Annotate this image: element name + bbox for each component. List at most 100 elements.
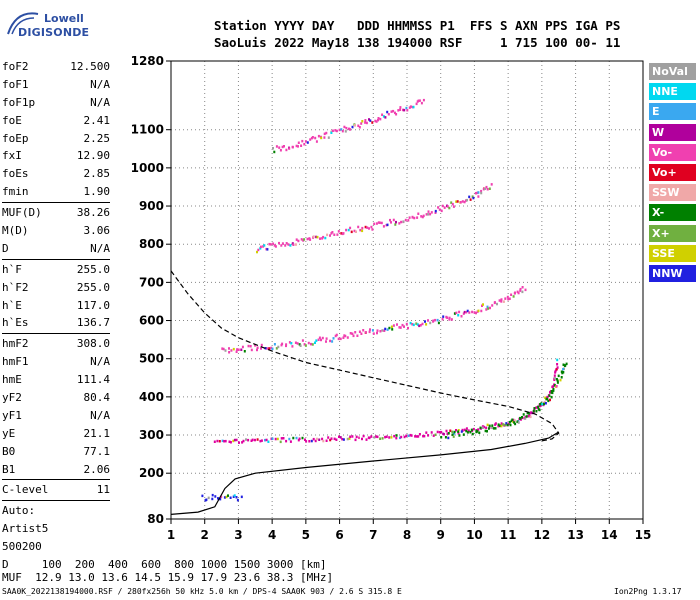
echo-point: [216, 439, 219, 443]
param-key: foF1: [2, 77, 29, 91]
echo-point: [392, 109, 395, 113]
echo-point: [554, 371, 557, 374]
echo-point: [256, 438, 259, 441]
echo-point: [280, 244, 283, 247]
echo-point: [436, 430, 439, 434]
echo-point: [519, 287, 522, 291]
echo-point: [541, 403, 544, 406]
echo-point: [262, 245, 265, 248]
echo-point: [427, 434, 430, 437]
auto-line: Artist5: [2, 522, 49, 536]
legend-vo: Vo-: [649, 143, 696, 161]
echo-point: [339, 436, 342, 439]
echo-point: [222, 347, 225, 351]
echo-point: [427, 213, 430, 216]
echo-point: [469, 430, 472, 434]
x-tick-label: 9: [437, 528, 445, 542]
param-fof1p: foF1p N/A: [2, 94, 110, 112]
echo-point: [412, 323, 415, 327]
echo-point: [233, 438, 236, 442]
echo-point: [395, 434, 398, 437]
echo-point: [334, 129, 337, 132]
echo-point: [422, 214, 425, 218]
echo-point: [247, 344, 250, 348]
echo-point: [387, 113, 390, 116]
echo-point: [347, 228, 350, 232]
echo-point: [418, 433, 421, 436]
param-fof1: foF1 N/A: [2, 76, 110, 94]
lowell-logo: Lowell DIGISONDE: [4, 4, 164, 44]
echo-point: [379, 330, 382, 333]
param-value: 2.41: [83, 113, 111, 127]
param-foe: foE 2.41: [2, 112, 110, 130]
echo-point: [544, 402, 547, 405]
echo-point: [393, 434, 396, 438]
echo-point: [487, 427, 490, 430]
echo-point: [364, 331, 367, 334]
param-value: 77.1: [83, 444, 111, 458]
echo-point: [556, 366, 559, 369]
echo-point: [477, 428, 480, 431]
echo-point: [301, 339, 304, 342]
echo-point: [303, 238, 306, 241]
echo-point: [285, 343, 288, 346]
echo-point: [301, 139, 304, 143]
x-tick-label: 5: [302, 528, 310, 542]
echo-point: [400, 220, 403, 224]
param-value: 11: [96, 483, 110, 497]
echo-point: [457, 429, 460, 432]
echo-point: [310, 342, 312, 346]
param-value: 117.0: [76, 298, 110, 312]
echo-point: [281, 342, 284, 346]
echo-point: [358, 436, 360, 439]
echo-point: [279, 440, 282, 444]
echo-point: [403, 435, 406, 439]
echo-point: [471, 432, 474, 436]
echo-point: [227, 494, 229, 497]
echo-point: [525, 415, 528, 418]
echo-point: [403, 325, 405, 328]
echo-point: [295, 436, 298, 440]
echo-point: [331, 231, 334, 234]
param-key: foEs: [2, 167, 29, 181]
param-value: 136.7: [76, 316, 110, 330]
echo-point: [354, 124, 356, 127]
echo-point: [494, 422, 497, 425]
echo-point: [385, 435, 388, 438]
echo-point: [285, 242, 288, 245]
echo-point: [311, 343, 314, 346]
y-tick-label: 700: [139, 275, 164, 289]
echo-point: [419, 324, 422, 327]
echo-point: [344, 130, 347, 133]
echo-point: [335, 129, 338, 133]
echo-point: [508, 297, 511, 300]
echo-point: [434, 211, 437, 214]
divider: [2, 258, 110, 260]
echo-point: [422, 434, 425, 438]
param-value: 80.4: [83, 391, 111, 405]
x-tick-label: 8: [403, 528, 411, 542]
echo-point: [342, 232, 345, 235]
echo-point: [453, 432, 456, 435]
param-value: 2.25: [83, 131, 111, 145]
echo-point: [292, 243, 295, 246]
echo-point: [275, 347, 278, 350]
echo-point: [493, 301, 496, 305]
echo-point: [371, 228, 374, 231]
echo-point: [565, 362, 568, 366]
y-tick-label: 600: [139, 314, 164, 328]
echo-point: [225, 495, 228, 499]
param-value: N/A: [90, 355, 110, 369]
echo-point: [512, 295, 515, 298]
param-value: 308.0: [76, 337, 110, 351]
echo-point: [281, 145, 284, 149]
param-key: B0: [2, 444, 16, 458]
echo-point: [288, 437, 291, 441]
echo-point: [440, 209, 443, 213]
echo-point: [513, 421, 516, 424]
echo-point: [553, 384, 556, 387]
echo-point: [205, 498, 208, 501]
echo-point: [270, 346, 273, 350]
echo-point: [471, 195, 474, 198]
echo-point: [517, 421, 520, 424]
